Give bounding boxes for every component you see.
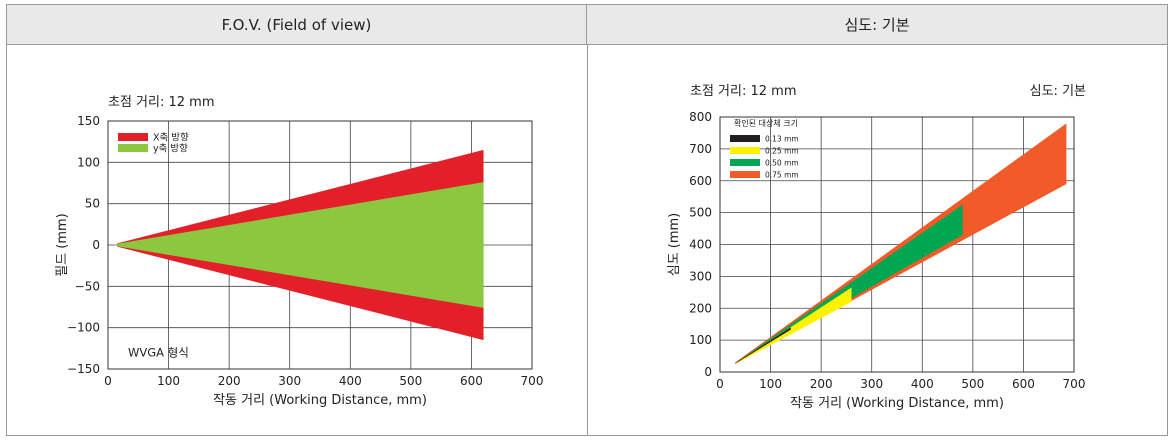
legend-swatch — [118, 133, 148, 141]
x-tick-label: 100 — [157, 374, 180, 388]
legend-swatch — [118, 144, 148, 152]
x-tick-label: 600 — [460, 374, 483, 388]
legend-title: 확인된 대상체 크기 — [734, 118, 798, 128]
x-tick-label: 700 — [1063, 377, 1086, 391]
annotation-label: WVGA 형식 — [128, 345, 189, 359]
y-tick-label: 600 — [689, 174, 712, 188]
legend-label: 0.13 mm — [765, 135, 799, 144]
legend-label: 0.25 mm — [765, 147, 799, 156]
y-tick-label: −50 — [75, 279, 100, 293]
x-tick-label: 600 — [1012, 377, 1035, 391]
x-tick-label: 400 — [911, 377, 934, 391]
x-axis-label: 작동 거리 (Working Distance, mm) — [790, 396, 1004, 411]
x-axis-label: 작동 거리 (Working Distance, mm) — [213, 393, 427, 408]
x-tick-label: 700 — [521, 374, 544, 388]
legend-swatch — [730, 135, 760, 142]
x-tick-label: 200 — [218, 374, 241, 388]
x-tick-label: 0 — [104, 374, 112, 388]
y-tick-label: 300 — [689, 269, 712, 283]
x-tick-label: 0 — [716, 377, 724, 391]
y-tick-label: 700 — [689, 142, 712, 156]
y-tick-label: 100 — [689, 333, 712, 347]
x-tick-label: 500 — [399, 374, 422, 388]
legend-swatch — [730, 147, 760, 154]
x-tick-label: 500 — [961, 377, 984, 391]
y-tick-label: 500 — [689, 206, 712, 220]
x-tick-label: 400 — [339, 374, 362, 388]
y-tick-label: 400 — [689, 238, 712, 252]
y-tick-label: 50 — [85, 197, 100, 211]
legend-label: 0.75 mm — [765, 171, 799, 180]
series-area-0-75-mm — [735, 123, 1067, 365]
y-tick-label: −150 — [67, 362, 100, 376]
series-area-0-50-mm — [737, 204, 963, 363]
legend-label: X축 방향 — [153, 132, 189, 144]
x-tick-label: 100 — [759, 377, 782, 391]
chart-subtitle: 심도: 기본 — [1030, 84, 1086, 99]
chart-title: 초점 거리: 12 mm — [108, 95, 215, 110]
y-axis-label: 필드 (mm) — [55, 213, 70, 277]
legend-label: 0.50 mm — [765, 159, 799, 168]
chart-title: 초점 거리: 12 mm — [690, 84, 797, 99]
series-area-y- — [117, 182, 484, 308]
x-tick-label: 300 — [278, 374, 301, 388]
y-tick-label: 0 — [704, 365, 712, 379]
y-tick-label: 150 — [77, 114, 100, 128]
series-area-0-13-mm — [737, 327, 791, 363]
y-tick-label: −100 — [67, 321, 100, 335]
y-tick-label: 800 — [689, 110, 712, 124]
y-tick-label: 200 — [689, 301, 712, 315]
column-divider — [587, 45, 588, 435]
fov-header-label: F.O.V. (Field of view) — [221, 15, 372, 34]
legend-swatch — [730, 159, 760, 166]
x-tick-label: 300 — [860, 377, 883, 391]
dof-header-label: 심도: 기본 — [844, 16, 910, 34]
dof-header: 심도: 기본 — [587, 5, 1167, 45]
y-tick-label: 0 — [92, 238, 100, 252]
y-axis-label: 심도 (mm) — [667, 213, 682, 277]
y-tick-label: 100 — [77, 155, 100, 169]
fov-header: F.O.V. (Field of view) — [7, 5, 587, 45]
x-tick-label: 200 — [810, 377, 833, 391]
spec-table: F.O.V. (Field of view) 심도: 기본 — [6, 4, 1168, 436]
legend-swatch — [730, 171, 760, 178]
legend-label: y축 방향 — [153, 143, 188, 155]
